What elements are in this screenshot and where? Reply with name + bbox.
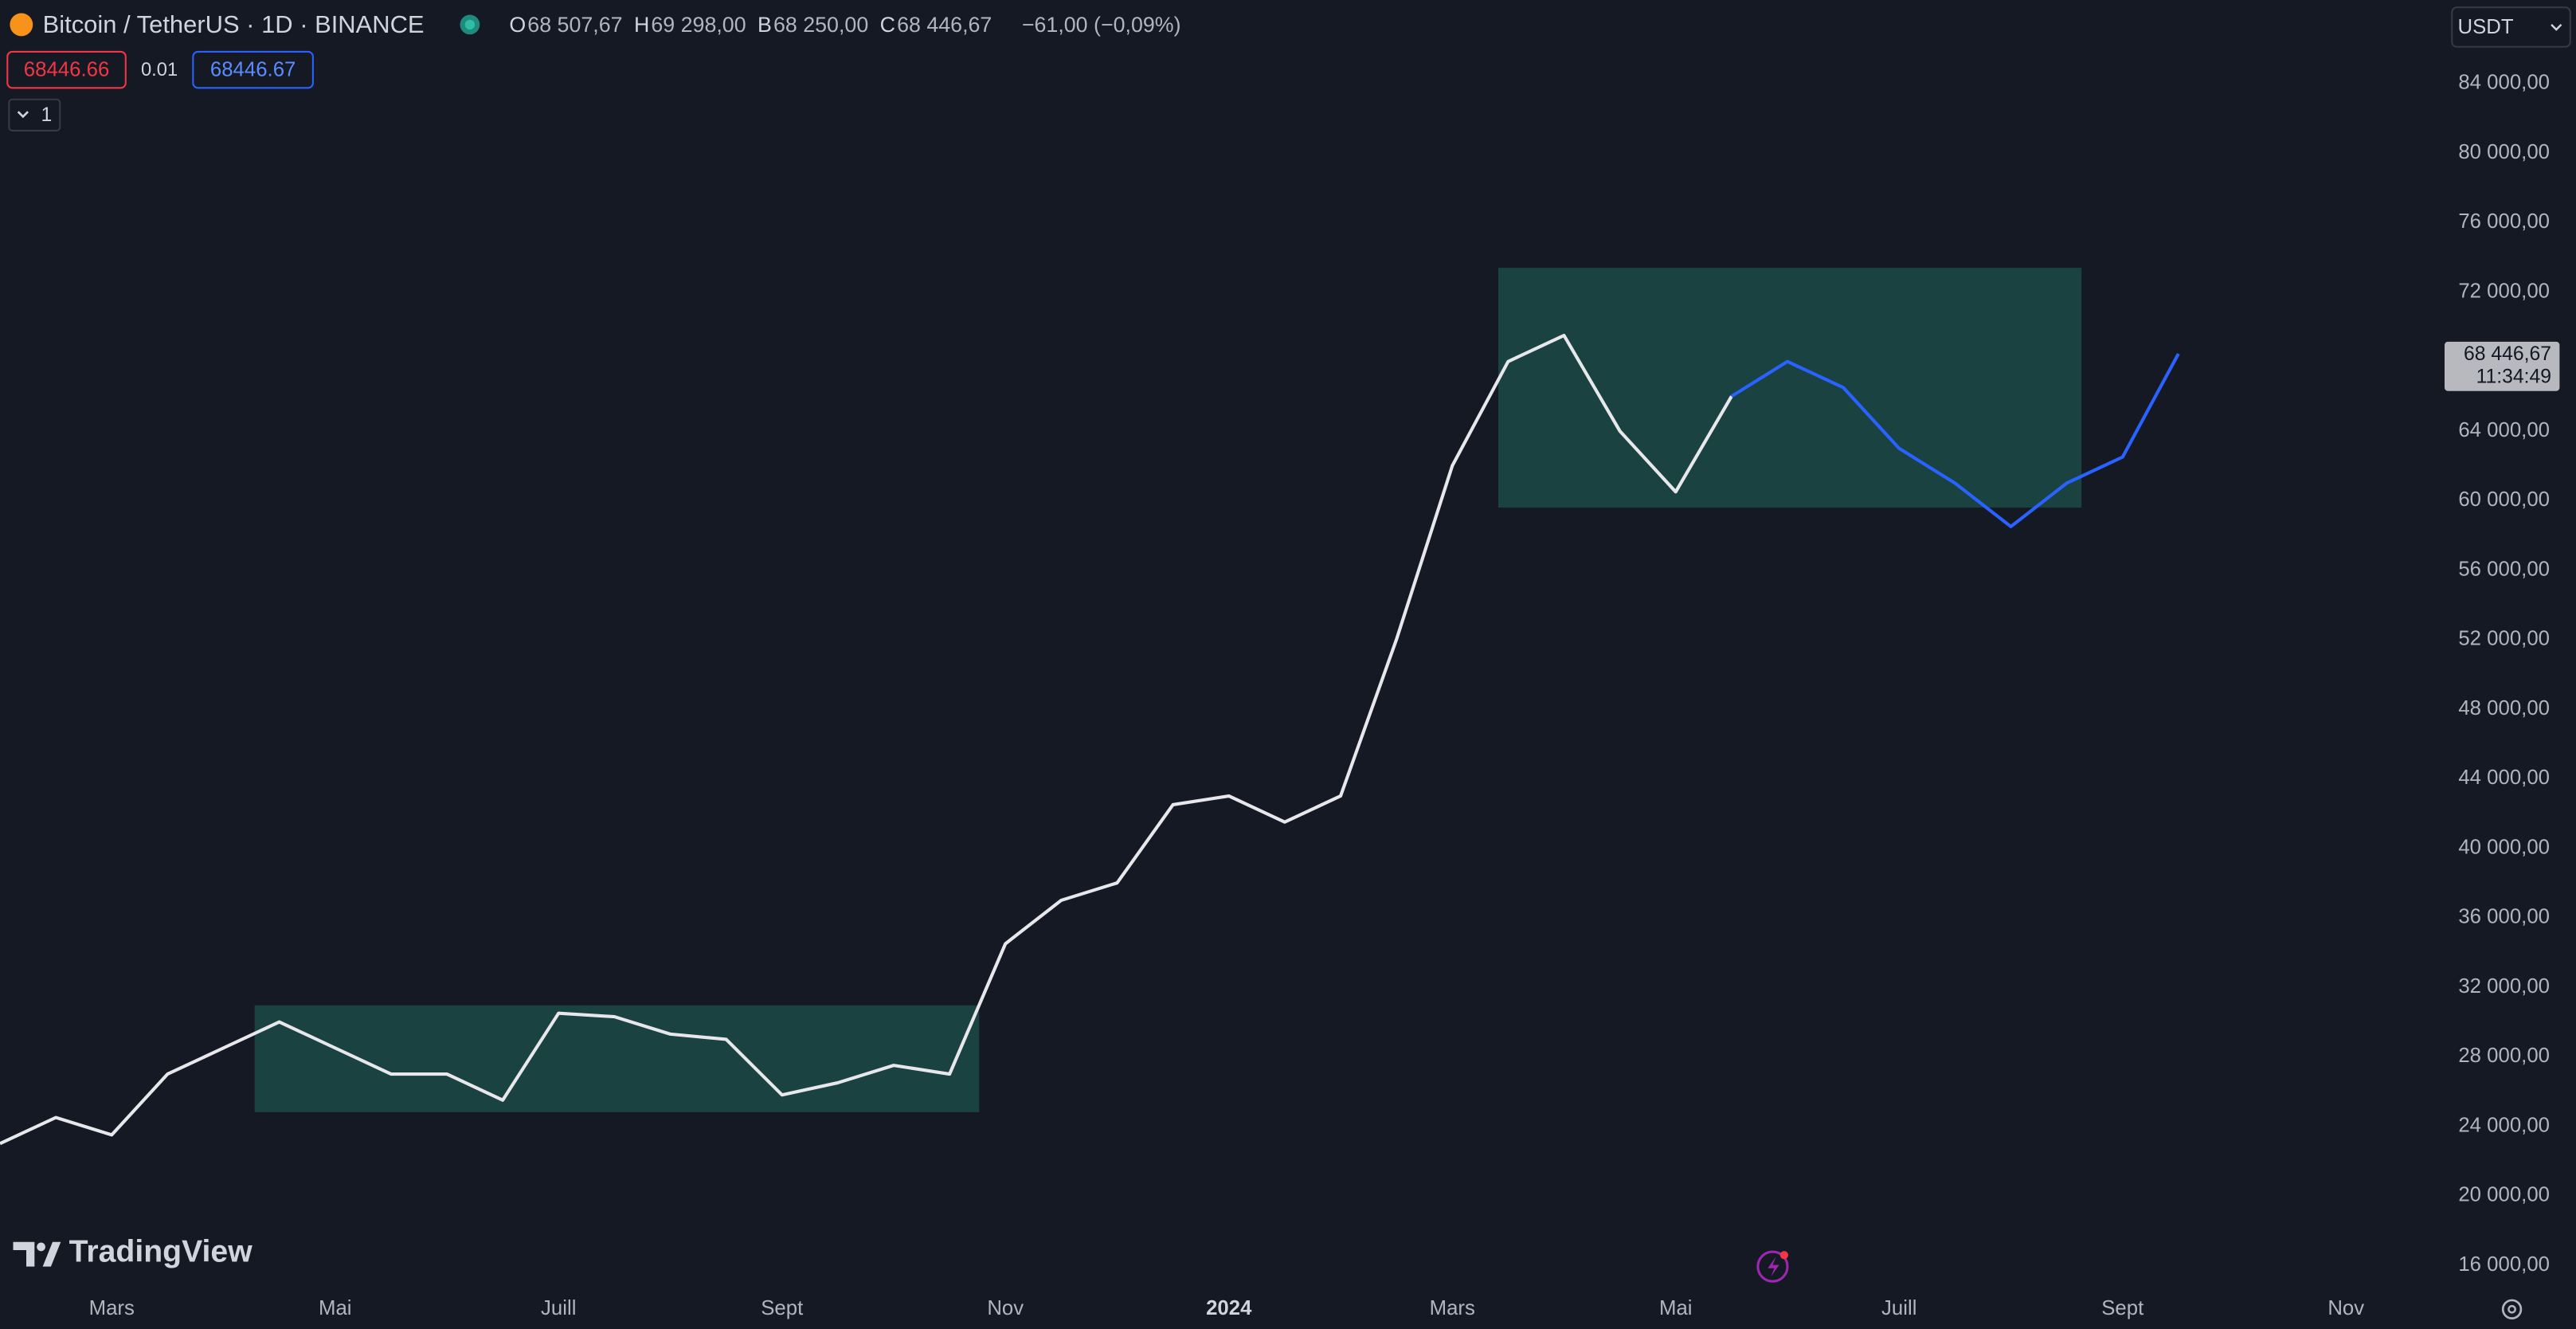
countdown: 11:34:49 [2476,367,2551,388]
y-tick-label: 76 000,00 [2458,210,2550,233]
coin-icon [10,13,33,37]
ohlc-value: 68 446,67 [897,13,992,37]
x-tick-label: Nov [2327,1297,2364,1319]
ohlc-value: 68 507,67 [527,13,622,37]
y-tick-label: 24 000,00 [2458,1114,2550,1136]
y-tick-label: 80 000,00 [2458,141,2550,163]
logo-text[interactable]: TradingView [69,1235,253,1269]
chevron [2551,24,2562,31]
ohlc-label: H [634,13,649,37]
x-tick-label: Nov [987,1297,1024,1319]
y-tick-label: 48 000,00 [2458,697,2550,719]
buy-button[interactable] [192,50,314,89]
y-tick-label: 64 000,00 [2458,419,2550,441]
sell-price[interactable]: 68446.66 [24,58,109,80]
price-line [1730,352,2180,528]
x-tick-label: Juill [541,1297,576,1319]
ohlc-label: B [758,13,772,37]
y-tick-label: 52 000,00 [2458,628,2550,650]
range-zone[interactable] [1498,268,2082,508]
logo-mark [13,1241,61,1267]
y-tick-label: 60 000,00 [2458,488,2550,511]
x-tick-label: Mars [1430,1297,1475,1319]
y-tick-label: 40 000,00 [2458,836,2550,858]
ohlc-label: C [880,13,895,37]
alert-icon[interactable] [1756,1250,1789,1283]
currency[interactable]: USDT [2458,16,2514,38]
currency-select[interactable] [2451,6,2571,48]
spread: 0.01 [141,60,178,80]
price-tag [2445,341,2560,391]
y-tick-label: 28 000,00 [2458,1045,2550,1067]
sell-button[interactable] [6,50,127,89]
chevron [17,111,29,119]
y-tick-label: 20 000,00 [2458,1184,2550,1206]
y-tick-label: 16 000,00 [2458,1253,2550,1276]
range-zone[interactable] [254,1005,980,1112]
x-tick-label: Sept [2101,1297,2143,1319]
last-price: 68 446,67 [2464,343,2551,365]
alert-badge [1779,1251,1789,1260]
x-tick-label: 2024 [1206,1297,1252,1319]
y-tick-label: 32 000,00 [2458,975,2550,998]
ohlc: O 68 507,67 H 69 298,00 B 68 250,00 C 68 446,67 [509,13,992,37]
y-tick-label: 84 000,00 [2458,72,2550,94]
change: −61,00 (−0,09%) [1022,13,1181,37]
indicators-toggle[interactable] [8,98,61,131]
x-tick-label: Juill [1881,1297,1916,1319]
y-tick-label: 72 000,00 [2458,280,2550,302]
price-line [0,333,1733,1146]
ohlc-value: 68 250,00 [773,13,868,37]
indicators-count[interactable]: 1 [41,104,53,126]
y-tick-label: 36 000,00 [2458,906,2550,928]
settings-icon[interactable] [2501,1299,2523,1319]
y-tick-label: 56 000,00 [2458,558,2550,580]
x-tick-label: Mars [89,1297,135,1319]
y-tick-label: 44 000,00 [2458,766,2550,789]
market-status-dot [464,19,476,30]
settings-icon-core [2507,1304,2516,1314]
logo-mark-dot [37,1242,45,1252]
alert-bolt [1768,1256,1779,1277]
x-tick-label: Mai [319,1297,352,1319]
ohlc-label: O [509,13,526,37]
buy-price[interactable]: 68446.67 [210,58,296,80]
plot: 16 000,00 20 000,00 24 000,00 28 000,00 32 0… [0,72,2550,1319]
x-tick-label: Mai [1659,1297,1693,1319]
x-tick-label: Sept [761,1297,803,1319]
ohlc-value: 69 298,00 [651,13,746,37]
symbol-title: Bitcoin / TetherUS · 1D · BINANCE [43,10,425,38]
